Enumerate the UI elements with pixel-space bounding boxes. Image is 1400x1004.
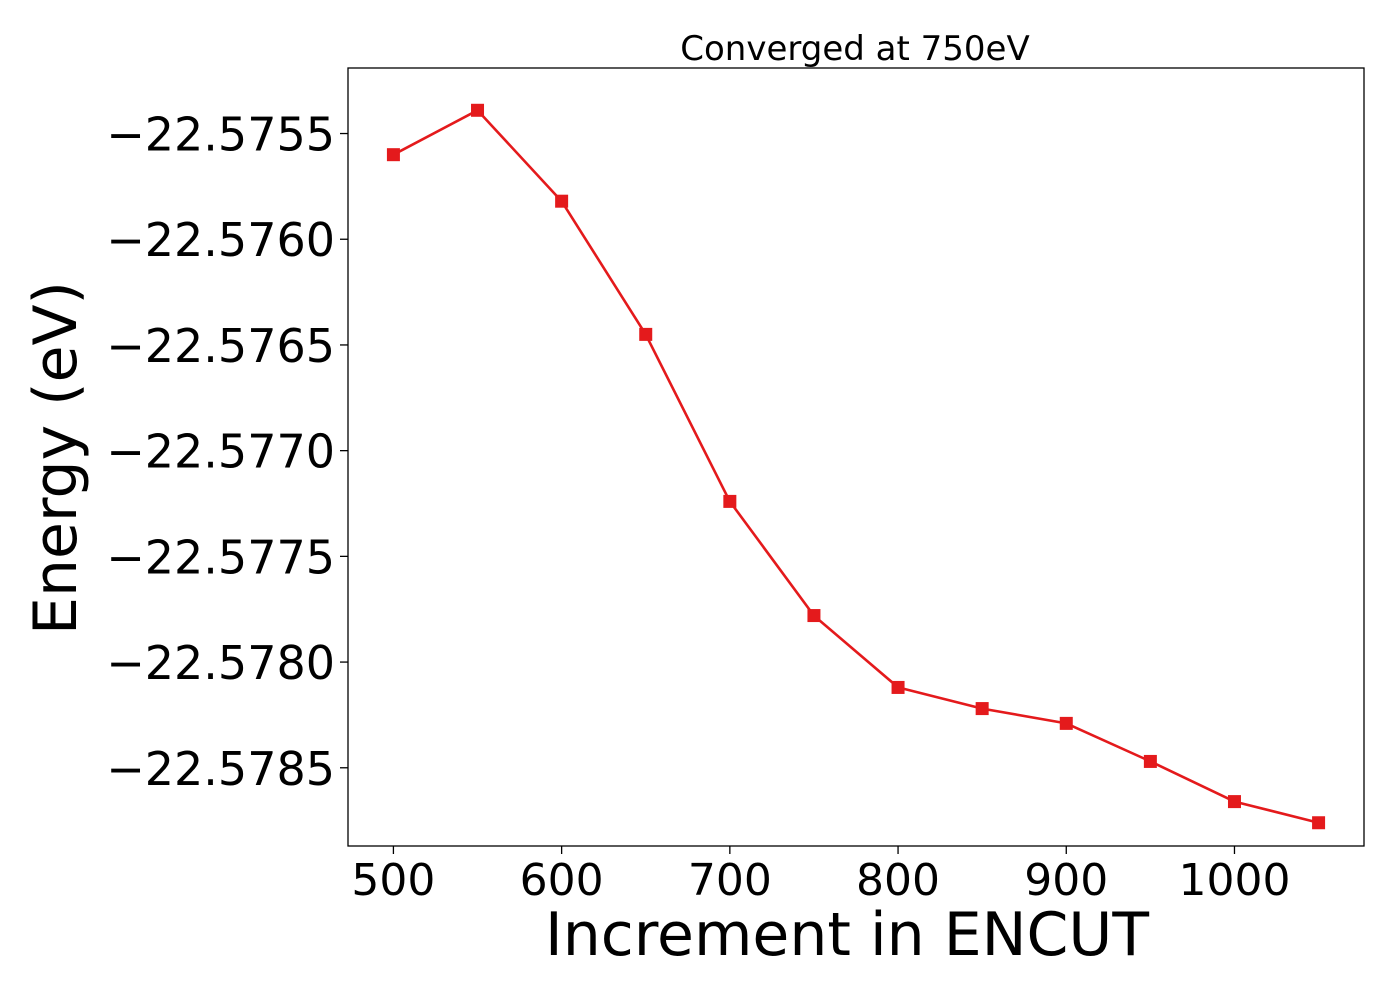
data-point-marker: [975, 702, 989, 716]
y-tick-label: −22.5755: [106, 108, 335, 162]
data-point-marker: [555, 194, 569, 208]
data-point-marker: [1312, 816, 1326, 830]
y-tick-label: −22.5765: [106, 319, 335, 373]
data-point-marker: [891, 680, 905, 694]
chart-title: Converged at 750eV: [680, 29, 1029, 69]
x-tick-label: 700: [688, 855, 772, 906]
plot-area: [347, 67, 1365, 847]
data-point-marker: [807, 609, 821, 623]
data-point-marker: [1143, 754, 1157, 768]
y-axis: −22.5755 −22.5760 −22.5765 −22.5770 −22.5775…: [106, 108, 348, 796]
x-tick-label: 900: [1024, 855, 1108, 906]
x-axis: 500 600 700 800 900 1000: [351, 846, 1290, 906]
y-tick-label: −22.5780: [106, 636, 335, 690]
data-point-marker: [471, 103, 485, 117]
y-tick-label: −22.5785: [106, 742, 335, 796]
x-tick-label: 800: [856, 855, 940, 906]
x-tick-label: 500: [351, 855, 435, 906]
y-tick-label: −22.5775: [106, 530, 335, 584]
x-axis-label: Increment in ENCUT: [545, 900, 1149, 970]
series-line: [392, 109, 1319, 824]
series-layer: [386, 103, 1326, 830]
x-tick-label: 1000: [1178, 855, 1290, 906]
y-axis-label: Energy (eV): [21, 281, 91, 635]
data-point-marker: [1227, 795, 1241, 809]
data-point-marker: [1059, 716, 1073, 730]
plot-frame: [347, 67, 1365, 847]
data-point-marker: [639, 327, 653, 341]
data-point-marker: [723, 494, 737, 508]
y-tick-label: −22.5770: [106, 425, 335, 479]
x-tick-label: 600: [520, 855, 604, 906]
data-point-marker: [386, 148, 400, 162]
y-tick-label: −22.5760: [106, 213, 335, 267]
